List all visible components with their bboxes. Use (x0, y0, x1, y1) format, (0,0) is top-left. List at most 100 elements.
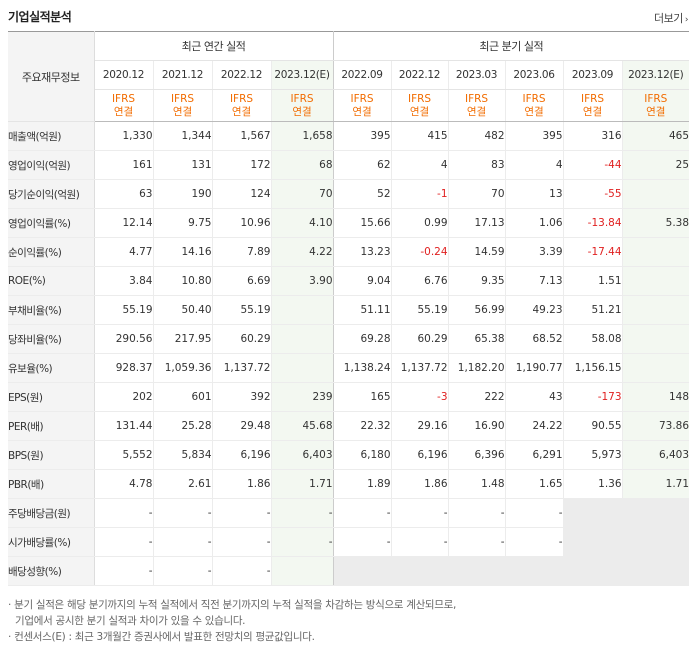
value-cell: 1.36 (562, 469, 623, 499)
value-cell (562, 527, 623, 557)
basis-header: IFRS 연결 (621, 89, 690, 122)
value-cell: 12.14 (94, 208, 153, 238)
value-cell: 172 (211, 150, 271, 180)
value-cell: - (94, 556, 153, 586)
value-cell: - (270, 527, 334, 557)
value-cell: 16.90 (447, 411, 506, 441)
financial-summary-table: 주요재무정보 최근 연간 실적 최근 분기 실적 2020.12 2021.12 2… (8, 31, 690, 586)
value-cell: 5,834 (152, 440, 212, 470)
value-cell: 73.86 (621, 411, 690, 441)
value-cell (621, 266, 690, 296)
basis-header: IFRS 연결 (504, 89, 564, 122)
value-cell: 14.16 (152, 237, 212, 267)
basis-consolidated-label: 연결 (113, 105, 134, 118)
value-cell: 131 (152, 150, 212, 180)
period-header: 2022.12 (211, 60, 271, 90)
value-cell: 6.69 (211, 266, 271, 296)
value-cell: 3.39 (504, 237, 564, 267)
value-cell: 14.59 (447, 237, 506, 267)
value-cell: - (94, 498, 153, 528)
value-cell (621, 353, 690, 383)
value-cell: 10.96 (211, 208, 271, 238)
value-cell: 124 (211, 179, 271, 209)
period-header: 2022.09 (332, 60, 392, 90)
value-cell: 50.40 (152, 295, 212, 325)
basis-ifrs-label: IFRS (580, 92, 605, 105)
period-header: 2023.06 (504, 60, 564, 90)
value-cell: 6,396 (447, 440, 506, 470)
more-label[interactable]: 더보기 (654, 12, 683, 25)
table-row: 당기순이익(억원) 63 190 124 70 52 -1 70 13 -55 (8, 179, 690, 209)
table-row: 시가배당률(%) - - - - - - - - (8, 527, 690, 557)
basis-header: IFRS 연결 (390, 89, 449, 122)
value-cell (390, 556, 449, 586)
quarter-group-header: 최근 분기 실적 (332, 31, 690, 61)
value-cell: 22.32 (332, 411, 392, 441)
value-cell: 316 (562, 121, 623, 151)
value-cell: 29.48 (211, 411, 271, 441)
value-cell: 1,182.20 (447, 353, 506, 383)
value-cell: -0.24 (390, 237, 449, 267)
value-cell: 290.56 (94, 324, 153, 354)
value-cell: 56.99 (447, 295, 506, 325)
value-cell: 49.23 (504, 295, 564, 325)
value-cell: 161 (94, 150, 153, 180)
value-cell: 70 (270, 179, 334, 209)
value-cell: 4.10 (270, 208, 334, 238)
value-cell: 217.95 (152, 324, 212, 354)
value-cell: 239 (270, 382, 334, 412)
value-cell: 202 (94, 382, 153, 412)
value-cell: 60.29 (390, 324, 449, 354)
value-cell: 51.11 (332, 295, 392, 325)
basis-ifrs-label: IFRS (229, 92, 254, 105)
value-cell: 465 (621, 121, 690, 151)
row-label: 배당성향(%) (8, 556, 95, 586)
basis-header: IFRS 연결 (562, 89, 623, 122)
row-label: 당기순이익(억원) (8, 179, 95, 209)
value-cell: -13.84 (562, 208, 623, 238)
value-cell (270, 324, 334, 354)
row-label: 영업이익(억원) (8, 150, 95, 180)
footnotes: · 분기 실적은 해당 분기까지의 누적 실적에서 직전 분기까지의 누적 실적… (8, 597, 688, 645)
value-cell: 6,291 (504, 440, 564, 470)
basis-ifrs-label: IFRS (350, 92, 374, 105)
row-label: 유보율(%) (8, 353, 95, 383)
basis-ifrs-label: IFRS (407, 92, 432, 105)
value-cell: 222 (447, 382, 506, 412)
row-label: 주당배당금(원) (8, 498, 95, 528)
row-label: 시가배당률(%) (8, 527, 95, 557)
more-link[interactable]: 더보기 › (654, 10, 689, 26)
basis-ifrs-label: IFRS (111, 92, 136, 105)
value-cell: 6,403 (270, 440, 334, 470)
basis-consolidated-label: 연결 (524, 105, 544, 118)
basis-consolidated-label: 연결 (582, 105, 603, 118)
value-cell: 15.66 (332, 208, 392, 238)
value-cell: - (332, 527, 392, 557)
value-cell (621, 295, 690, 325)
value-cell: 58.08 (562, 324, 623, 354)
value-cell: 1.48 (447, 469, 506, 499)
value-cell (621, 324, 690, 354)
row-label: 영업이익률(%) (8, 208, 95, 238)
basis-ifrs-label: IFRS (464, 92, 489, 105)
row-label: 순이익률(%) (8, 237, 95, 267)
value-cell: 17.13 (447, 208, 506, 238)
basis-header: IFRS 연결 (152, 89, 212, 122)
table-row: EPS(원) 202 601 392 239 165 -3 222 43 -173 148 (8, 382, 690, 412)
value-cell: 4.78 (94, 469, 153, 499)
chevron-right-icon[interactable]: › (684, 15, 689, 25)
value-cell: - (504, 527, 564, 557)
value-cell: 62 (332, 150, 392, 180)
value-cell: 55.19 (390, 295, 449, 325)
value-cell: 1,190.77 (504, 353, 564, 383)
period-header-row: 2020.12 2021.12 2022.12 2023.12(E) 2022.09 20… (8, 60, 690, 90)
value-cell (621, 556, 690, 586)
value-cell: - (152, 556, 212, 586)
period-header: 2023.12(E) (621, 60, 690, 90)
value-cell: 1,059.36 (152, 353, 212, 383)
basis-header: IFRS 연결 (211, 89, 271, 122)
annual-group-header: 최근 연간 실적 (94, 31, 334, 61)
value-cell: 6,196 (211, 440, 271, 470)
value-cell (562, 556, 623, 586)
value-cell: 69.28 (332, 324, 392, 354)
